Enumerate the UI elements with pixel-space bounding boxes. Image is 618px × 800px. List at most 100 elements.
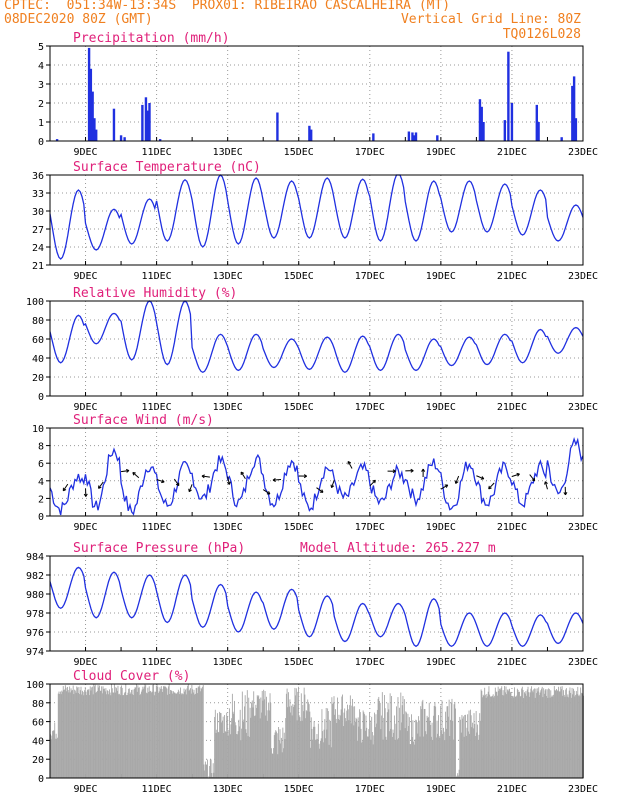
cloud-bar [171,691,173,778]
cloud-bar [108,689,110,778]
cloud-bar [387,702,389,778]
x-tick-label: 13DEC [213,657,243,668]
cloud-bar [532,692,534,778]
cloud-bar [351,705,353,778]
cloud-bar [346,710,348,778]
cloud-bar [145,692,147,778]
cloud-bar [455,708,456,778]
cloud-bar [224,715,226,778]
cloud-bar [59,694,61,778]
y-tick-label: 974 [26,647,44,658]
cloud-bar [517,689,519,778]
cloud-bar [548,689,550,778]
cloud-bar [269,693,271,778]
cloud-bar [574,696,576,778]
cloud-bar [497,695,498,778]
cloud-bar [263,689,265,778]
cloud-bar [198,687,200,778]
cloud-bar [97,685,99,778]
cloud-bar [301,720,303,778]
panel-frame [49,555,584,652]
cloud-bar [308,704,310,778]
cloud-bar [148,691,149,778]
cloud-bar [261,712,262,778]
cloud-bar [116,690,118,778]
cloud-bar [258,698,260,778]
y-tick-label: 0 [38,774,44,785]
cloud-bar [578,694,580,778]
cloud-bar [192,689,194,778]
cloud-bar [300,693,302,778]
cloud-bar [570,697,572,778]
cloud-bar [311,728,313,778]
cloud-bar [234,700,235,778]
cloud-bar [322,731,324,778]
cloud-bar [433,715,434,778]
cloud-bar [138,687,140,778]
cloud-bar [167,694,169,778]
cloud-bar [115,687,117,778]
cloud-bar [87,690,89,778]
cloud-bar [421,701,423,778]
cloud-bar [349,705,351,778]
cloud-bar [246,732,248,778]
cloud-bar [447,706,449,778]
cloud-bar [72,685,74,778]
cloud-bar [81,690,83,778]
cloud-bar [264,691,266,778]
cloud-bar [541,688,542,778]
cloud-bar [481,690,483,778]
cloud-bar [149,691,151,778]
cloud-bar [494,695,496,778]
cloud-bar [176,693,178,778]
cloud-bar [200,687,202,778]
cloud-bar [226,716,228,778]
cloud-bar [353,725,355,778]
cloud-bar [388,731,390,778]
cloud-bar [337,718,339,778]
cloud-bar [123,695,125,778]
cloud-bar [160,686,162,778]
cloud-bar [318,743,320,778]
cloud-bar [503,695,505,778]
cloud-bar [131,694,133,778]
cloud-bar [256,707,257,778]
cloud-bar [526,689,528,778]
cloud-bar [418,720,420,778]
cloud-bar [132,689,134,778]
cloud-bar [120,686,122,778]
cloud-bar [240,740,242,778]
cloud-bar [190,688,191,778]
cloud-bar [450,719,452,778]
cloud-bar [568,690,570,778]
cloud-bar [99,685,100,778]
cloud-bar [117,685,119,778]
wind-arrow-head [454,480,459,484]
cloud-bar [202,685,204,778]
cloud-bar [398,707,400,778]
cloud-bar [441,700,443,778]
cloud-bar [199,685,201,778]
cloud-bar [212,763,214,778]
cloud-bar [406,712,407,778]
cloud-bar [521,686,523,778]
cloud-bar [526,695,528,778]
cloud-bar [469,733,471,778]
cloud-bar [75,692,77,778]
cloud-bar [77,687,78,778]
cloud-bar [222,716,224,778]
cloud-bar [154,691,156,778]
cloud-bar [420,709,422,778]
wind-arrow [440,484,448,490]
cloud-bar [211,773,213,778]
cloud-bar [268,710,270,778]
cloud-bar [401,722,402,778]
cloud-bar [257,696,259,778]
precip-bar [436,135,439,141]
cloud-bar [439,737,441,778]
cloud-bar [303,687,305,778]
cloud-bar [304,694,306,778]
x-tick-label: 13DEC [213,784,243,795]
cloud-bar [92,694,94,778]
panel-3: Surface Wind (m/s) 0 2 4 6 8 10 9DEC 11DEC 13DEC 1… [32,413,598,533]
